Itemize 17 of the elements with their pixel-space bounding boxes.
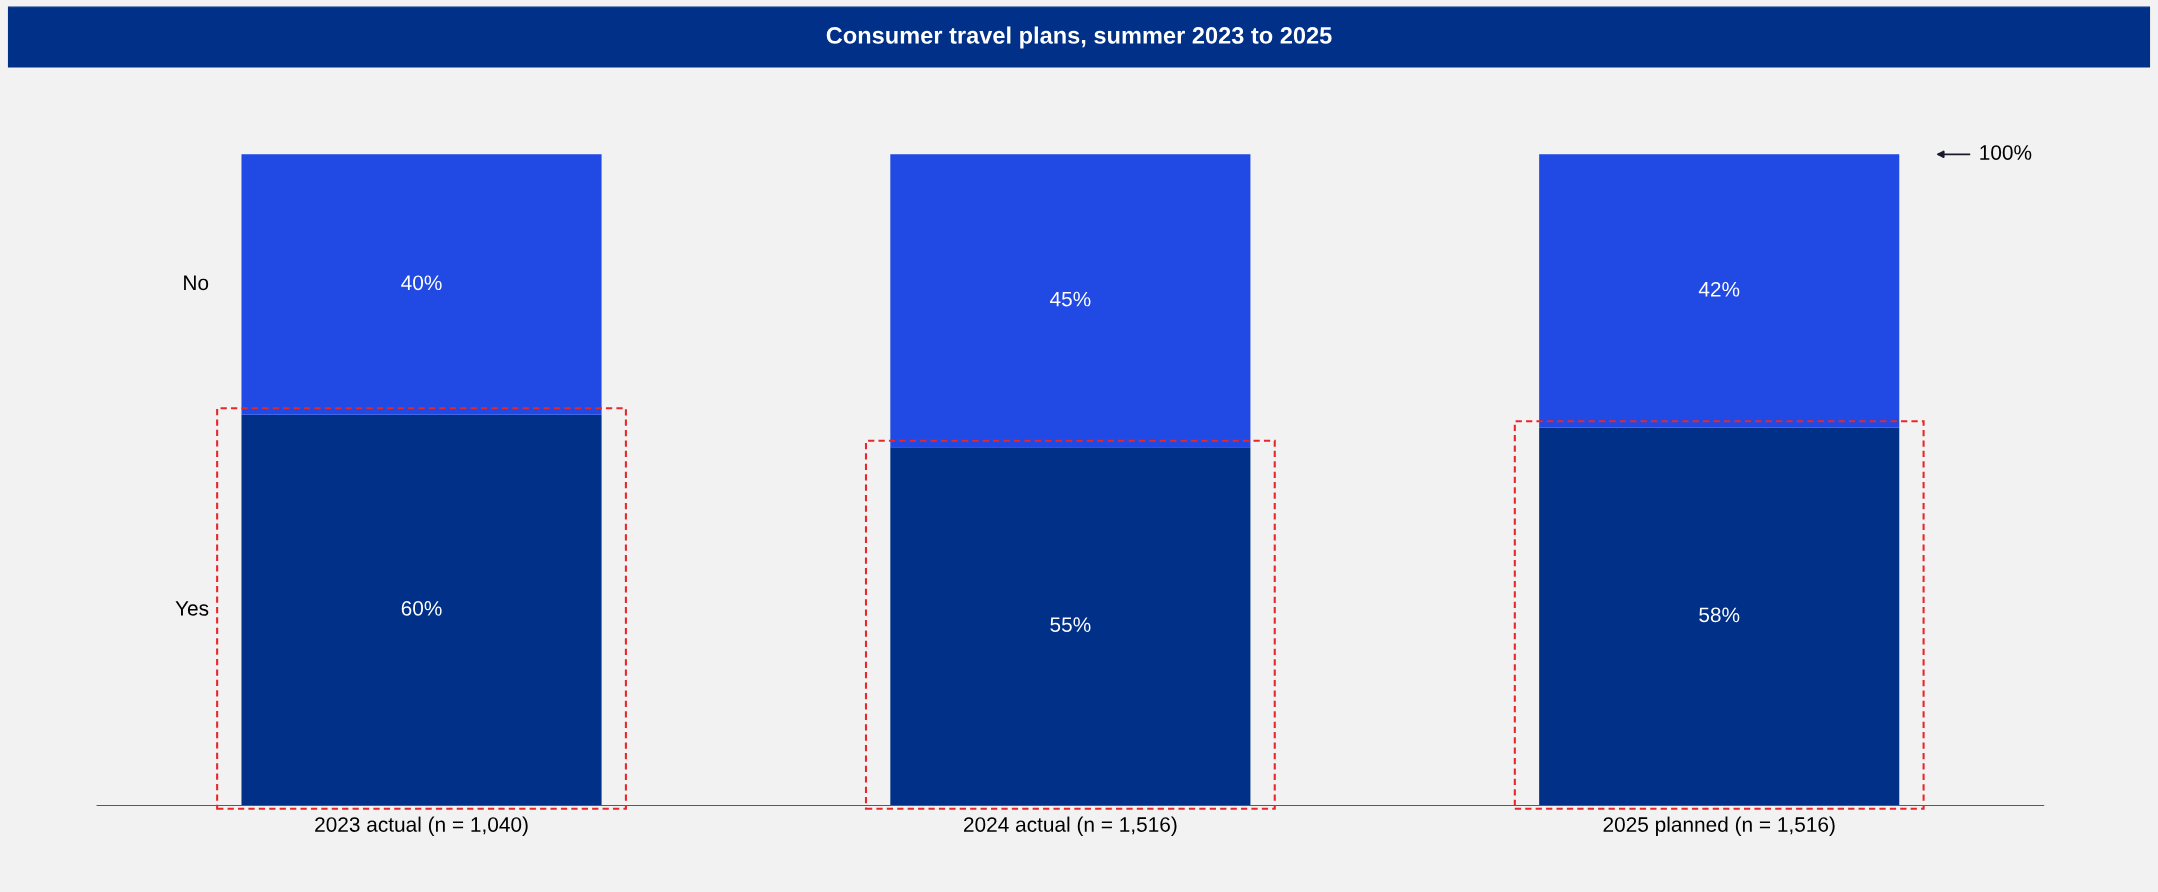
x-tick-label: 2023 actual (n = 1,040) — [315, 816, 528, 836]
x-tick-label: 2025 planned (n = 1,516) — [1603, 816, 1835, 837]
data-label: 40% — [401, 275, 442, 291]
chart-title: Consumer travel plans, summer 2023 to 2025 — [826, 26, 1332, 49]
series-label: Yes — [175, 601, 209, 616]
data-label: 45% — [1050, 291, 1091, 307]
bar — [241, 154, 602, 415]
bar — [890, 154, 1251, 448]
bar — [1539, 154, 1900, 428]
data-label: 42% — [1698, 281, 1740, 297]
data-label: 60% — [401, 600, 442, 616]
series-label: No — [184, 275, 209, 291]
data-label: 55% — [1050, 617, 1091, 632]
data-label: 58% — [1699, 607, 1740, 623]
x-tick-label: 2024 actual (n = 1,516) — [964, 816, 1177, 836]
bar — [890, 447, 1251, 806]
annotation: 100% — [1980, 145, 2032, 160]
